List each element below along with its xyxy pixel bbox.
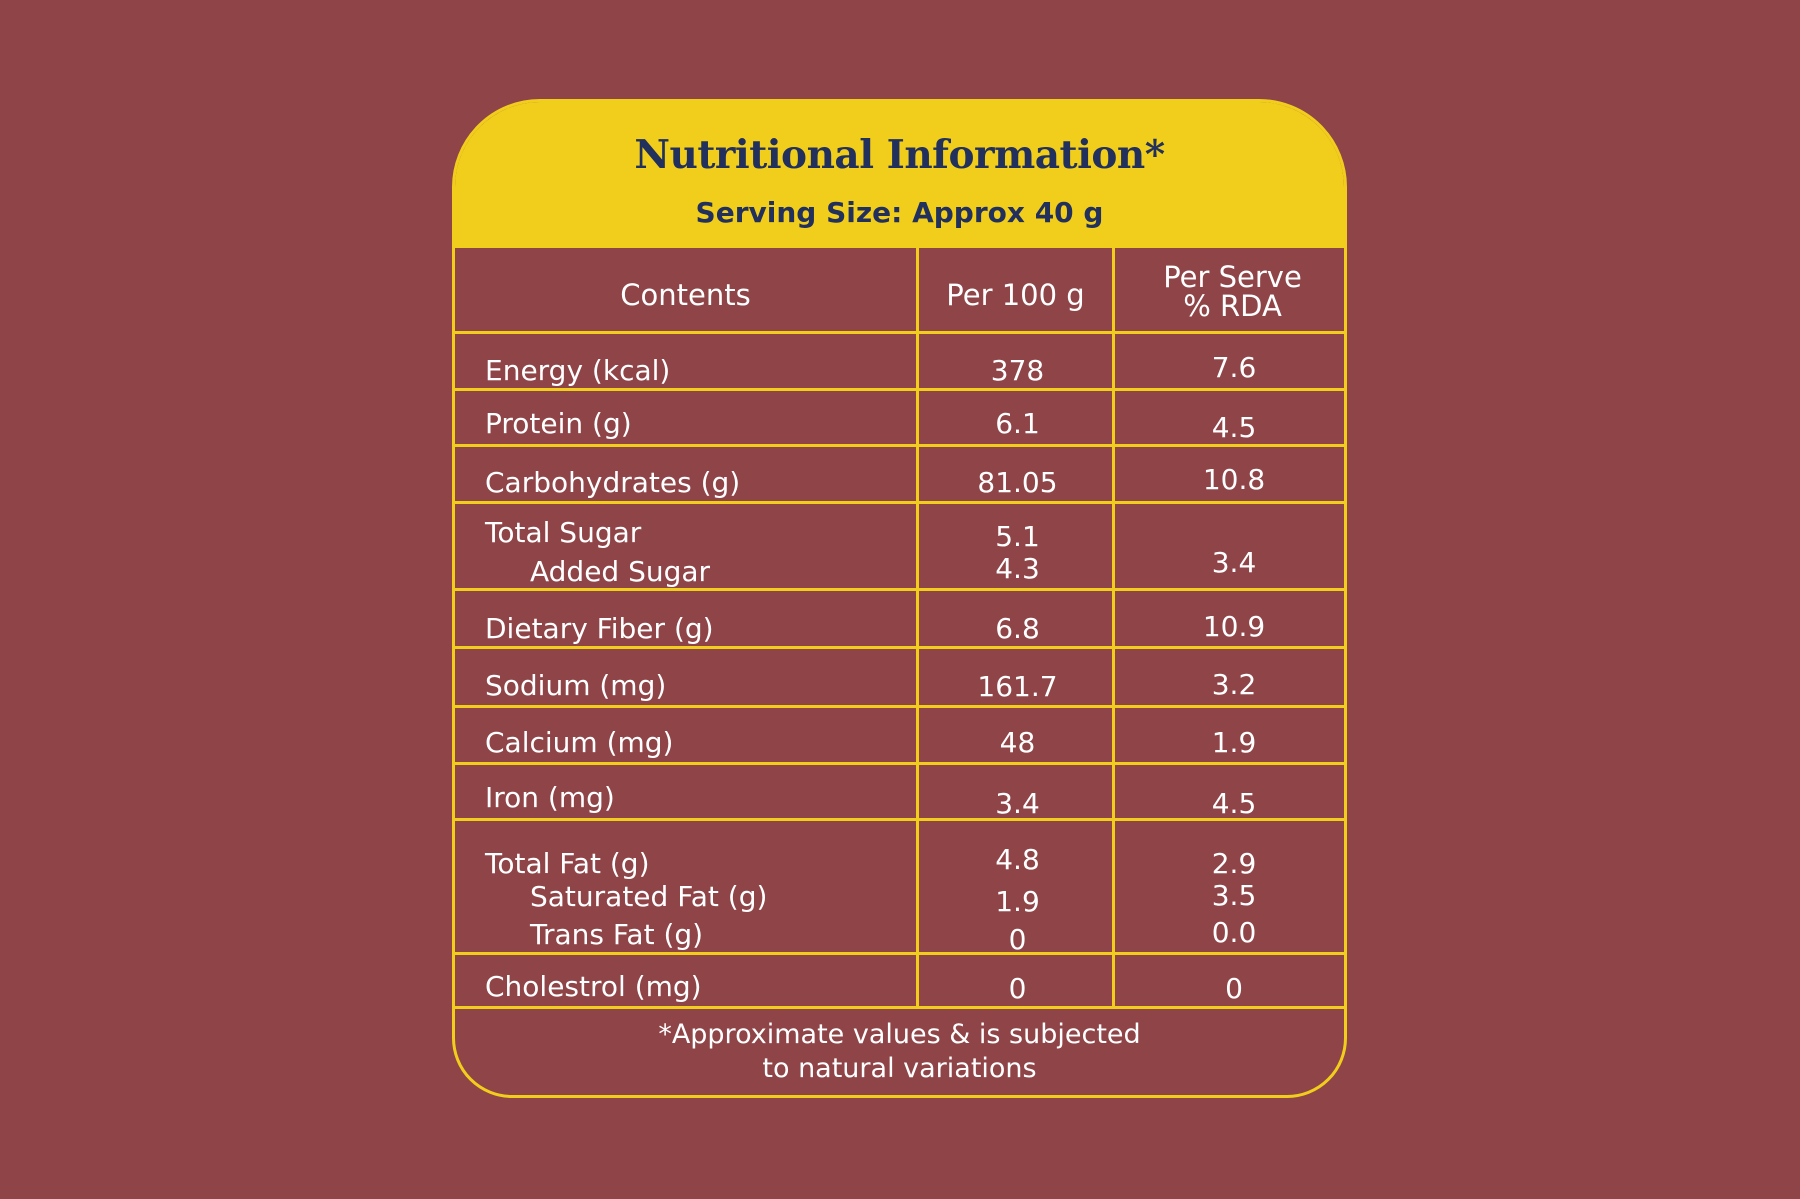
table-row: Calcium (mg) 48 1.9	[455, 708, 1344, 765]
nutrient-rda: 10.8	[1202, 463, 1266, 496]
page-title: Nutritional Information*	[634, 132, 1165, 178]
nutrient-sub-name: Saturated Fat (g)	[530, 880, 768, 913]
table-row: Total Fat (g) Saturated Fat (g) Trans Fa…	[455, 821, 1344, 956]
nutrient-per100: 5.1	[995, 520, 1040, 553]
nutrient-rda: 0	[1225, 972, 1243, 1005]
header-per-serve-line1: Per Serve	[1163, 260, 1302, 294]
table-row: Total Sugar Added Sugar 5.1 4.3 3.4	[455, 504, 1344, 591]
nutrient-name: Total Fat (g)	[485, 847, 650, 880]
table-row: Cholestrol (mg) 0 0	[455, 955, 1344, 1009]
table-header-row: Contents Per 100 g Per Serve % RDA	[455, 246, 1344, 334]
nutrient-rda: 10.9	[1202, 610, 1266, 643]
nutrient-sub-name: Added Sugar	[530, 555, 711, 588]
nutrient-rda: 1.9	[1211, 726, 1257, 759]
header-per-serve-line2: % RDA	[1183, 289, 1282, 323]
nutrient-name: Calcium (mg)	[485, 726, 674, 759]
footnote: *Approximate values & is subjected to na…	[455, 1018, 1344, 1086]
nutrient-sub-per100: 0	[1008, 923, 1027, 956]
nutrition-card: Nutritional Information* Serving Size: A…	[452, 99, 1347, 1098]
nutrient-name: Total Sugar	[485, 516, 642, 549]
nutrient-name: Cholestrol (mg)	[485, 970, 702, 1003]
table-row: Protein (g) 6.1 4.5	[455, 391, 1344, 447]
serving-size: Serving Size: Approx 40 g	[695, 196, 1104, 229]
nutrient-sub-rda: 0.0	[1211, 916, 1257, 949]
nutrient-per100: 4.8	[995, 843, 1040, 876]
nutrient-name: Iron (mg)	[485, 781, 615, 814]
nutrient-name: Sodium (mg)	[485, 669, 667, 702]
nutrient-sub-per100: 1.9	[995, 885, 1040, 918]
table-row: Energy (kcal) 378 7.6	[455, 334, 1344, 391]
table-row: Carbohydrates (g) 81.05 10.8	[455, 447, 1344, 504]
nutrient-per100: 0	[1008, 972, 1027, 1005]
nutrient-sub-rda: 3.4	[1211, 546, 1257, 579]
nutrient-sub-per100: 4.3	[995, 552, 1040, 585]
nutrient-rda: 4.5	[1211, 787, 1257, 820]
footnote-line: to natural variations	[762, 1053, 1037, 1084]
nutrient-per100: 3.4	[995, 787, 1040, 820]
nutrient-per100: 161.7	[977, 670, 1058, 703]
nutrient-rda: 7.6	[1211, 351, 1257, 384]
table-row: Iron (mg) 3.4 4.5	[455, 765, 1344, 821]
nutrient-name: Energy (kcal)	[485, 354, 671, 387]
footnote-line: *Approximate values & is subjected	[658, 1019, 1141, 1050]
nutrient-per100: 81.05	[977, 466, 1058, 499]
nutrient-rda: 4.5	[1211, 411, 1257, 444]
nutrient-sub-name: Trans Fat (g)	[530, 918, 704, 951]
nutrient-per100: 378	[990, 354, 1045, 387]
header-per-serve: Per Serve % RDA	[1115, 260, 1344, 323]
nutrient-per100: 48	[999, 726, 1036, 759]
table-row: Dietary Fiber (g) 6.8 10.9	[455, 591, 1344, 649]
nutrient-sub-rda: 3.5	[1211, 879, 1257, 912]
nutrient-name: Carbohydrates (g)	[485, 466, 741, 499]
nutrient-name: Protein (g)	[485, 407, 632, 440]
table-row: Sodium (mg) 161.7 3.2	[455, 649, 1344, 708]
header-per-100g: Per 100 g	[946, 278, 1085, 312]
nutrient-rda: 2.9	[1211, 847, 1257, 880]
header-contents: Contents	[620, 278, 751, 312]
column-divider	[1112, 245, 1115, 1007]
nutrient-per100: 6.1	[995, 407, 1040, 440]
nutrient-name: Dietary Fiber (g)	[485, 612, 714, 645]
nutrient-rda: 3.2	[1211, 668, 1257, 701]
card-header: Nutritional Information* Serving Size: A…	[455, 102, 1344, 248]
column-divider	[916, 245, 919, 1007]
nutrient-per100: 6.8	[995, 612, 1040, 645]
